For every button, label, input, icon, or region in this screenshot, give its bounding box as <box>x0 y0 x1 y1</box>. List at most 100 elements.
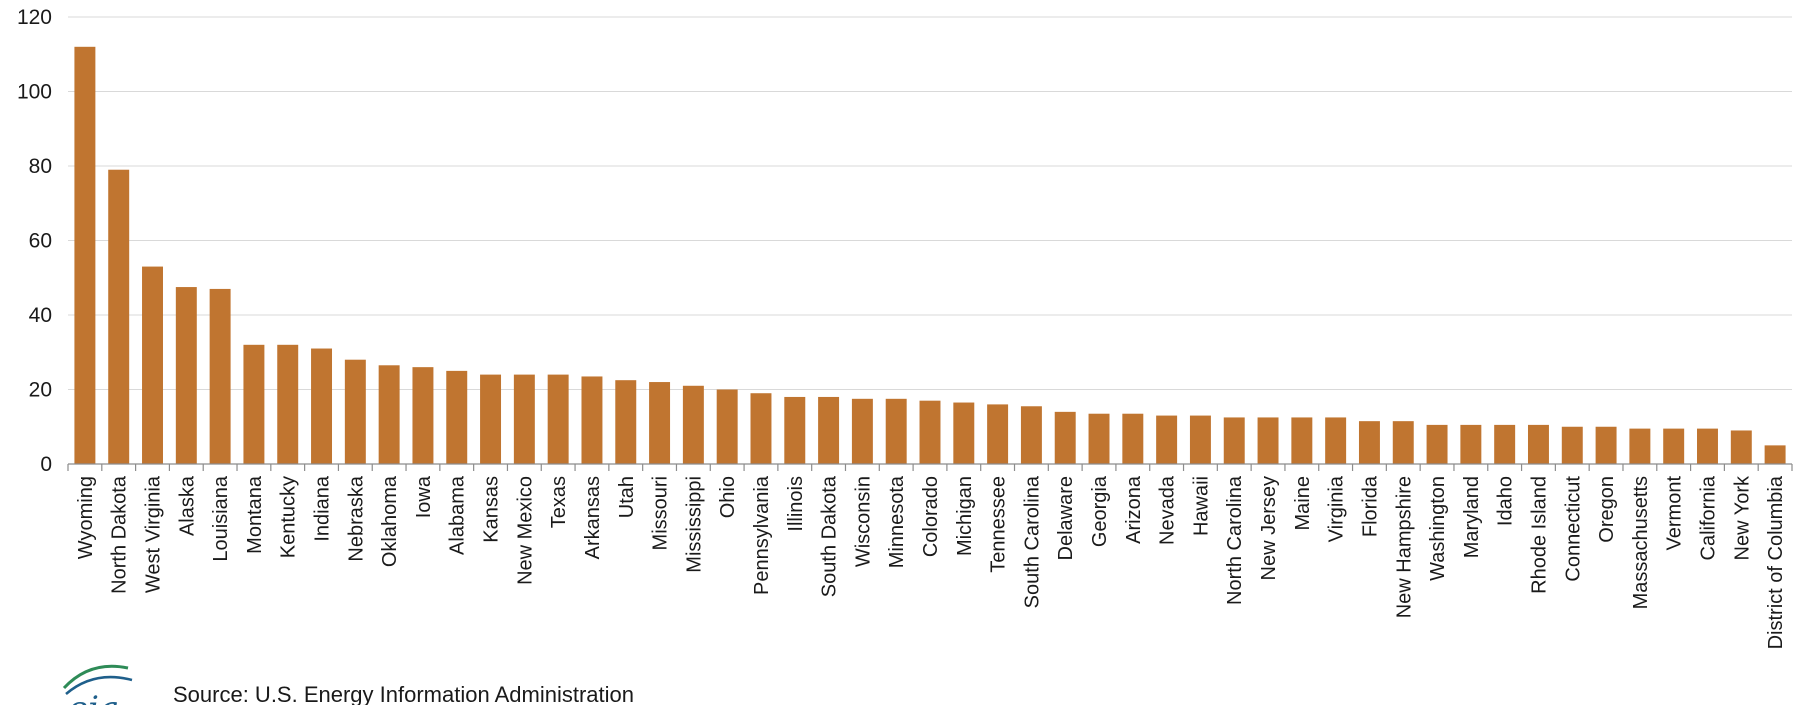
x-category-label: Delaware <box>1055 476 1077 560</box>
x-category-label: Tennessee <box>988 476 1010 573</box>
x-category-label: Illinois <box>785 476 807 532</box>
bar <box>953 402 975 464</box>
y-axis: 0 20 40 60 80 100 120 <box>17 6 52 476</box>
bar <box>1494 424 1516 464</box>
y-tick-label: 100 <box>17 81 52 104</box>
x-category-label: Alabama <box>447 475 469 555</box>
bar <box>311 348 333 464</box>
bar <box>1460 424 1482 464</box>
bar <box>480 374 502 464</box>
bar <box>1291 417 1313 464</box>
bar <box>1697 428 1718 464</box>
x-category-label: Minnesota <box>886 475 908 568</box>
x-category-label: Vermont <box>1664 476 1686 551</box>
x-category-label: Oklahoma <box>379 475 401 567</box>
y-tick-label: 60 <box>29 230 52 253</box>
bar <box>581 376 603 464</box>
bar <box>1088 413 1110 464</box>
bar <box>1426 424 1448 464</box>
bar <box>649 382 671 464</box>
bar <box>209 288 231 464</box>
x-category-label: Louisiana <box>210 475 232 562</box>
bar <box>1325 417 1347 464</box>
x-category-label: Virginia <box>1326 475 1348 542</box>
x-category-label: Connecticut <box>1562 476 1584 582</box>
bars <box>74 46 1786 465</box>
bar <box>1764 445 1786 464</box>
x-category-label: District of Columbia <box>1765 475 1787 649</box>
x-category-label: Kentucky <box>278 476 300 558</box>
x-category-label: South Dakota <box>819 475 841 597</box>
y-tick-label: 80 <box>29 155 52 178</box>
x-category-label: Maryland <box>1461 476 1483 558</box>
bar <box>1527 424 1549 464</box>
bar <box>1054 411 1076 464</box>
bar <box>108 169 130 464</box>
x-category-label: West Virginia <box>143 475 165 593</box>
x-category-label: Wyoming <box>75 476 97 559</box>
x-category-label: Oregon <box>1596 476 1618 543</box>
bar <box>175 287 197 464</box>
x-category-label: Nebraska <box>345 475 367 561</box>
bar <box>716 389 738 464</box>
bar <box>818 396 840 464</box>
bar <box>277 344 299 464</box>
bar <box>1358 421 1380 464</box>
bar <box>750 393 772 464</box>
x-category-label: Florida <box>1359 475 1381 537</box>
eia-logo-arc-icon-2 <box>65 675 133 695</box>
bar <box>987 404 1009 464</box>
bar <box>1156 415 1178 464</box>
bar <box>243 344 265 464</box>
source-text: Source: U.S. Energy Information Administ… <box>173 682 634 705</box>
x-category-label: New Jersey <box>1258 476 1280 580</box>
x-category-label: North Carolina <box>1224 475 1246 605</box>
x-category-label: Texas <box>548 476 570 528</box>
x-category-label: Colorado <box>920 476 942 557</box>
x-category-label: Missouri <box>650 476 672 550</box>
bar <box>378 365 400 464</box>
eia-logo: eia <box>62 664 133 705</box>
bar <box>1189 415 1211 464</box>
x-category-label: Kansas <box>481 476 503 543</box>
bar <box>74 46 96 465</box>
x-category-label: Utah <box>616 476 638 518</box>
x-category-label: Montana <box>244 475 266 554</box>
x-category-label: Alaska <box>176 475 198 536</box>
x-category-label: North Dakota <box>109 475 131 594</box>
x-category-label: Rhode Island <box>1528 476 1550 594</box>
y-tick-label: 20 <box>29 379 52 402</box>
y-tick-label: 40 <box>29 304 52 327</box>
x-category-label: Washington <box>1427 476 1449 581</box>
bar <box>1223 417 1245 464</box>
x-category-label: South Carolina <box>1021 475 1043 608</box>
bar <box>919 400 941 464</box>
x-category-label: Ohio <box>717 476 739 518</box>
x-category-label: Iowa <box>413 475 435 518</box>
bar <box>851 398 873 464</box>
gridlines <box>68 16 1792 390</box>
bar <box>412 367 434 464</box>
bar <box>615 380 637 464</box>
x-category-label: Idaho <box>1495 476 1517 526</box>
bar <box>784 396 806 464</box>
eia-logo-arc-icon <box>62 664 129 690</box>
bar <box>1629 428 1651 464</box>
x-axis: Wyoming North Dakota West Virginia Alaska Lo… <box>67 463 1793 649</box>
bar <box>1122 413 1144 464</box>
x-category-label: California <box>1697 475 1719 560</box>
bar <box>547 374 569 464</box>
bar <box>1730 430 1752 464</box>
x-category-label: Massachusetts <box>1630 476 1652 609</box>
x-category-label: Hawaii <box>1190 476 1212 536</box>
x-category-label: New York <box>1731 475 1753 560</box>
x-category-label: Pennsylvania <box>751 475 773 595</box>
bar <box>1392 421 1414 464</box>
bar <box>682 385 704 464</box>
x-category-label: Georgia <box>1089 475 1111 547</box>
bar <box>885 398 907 464</box>
x-category-label: Mississippi <box>683 476 705 573</box>
x-category-label: Michigan <box>954 476 976 556</box>
eia-logo-text: eia <box>68 689 119 705</box>
